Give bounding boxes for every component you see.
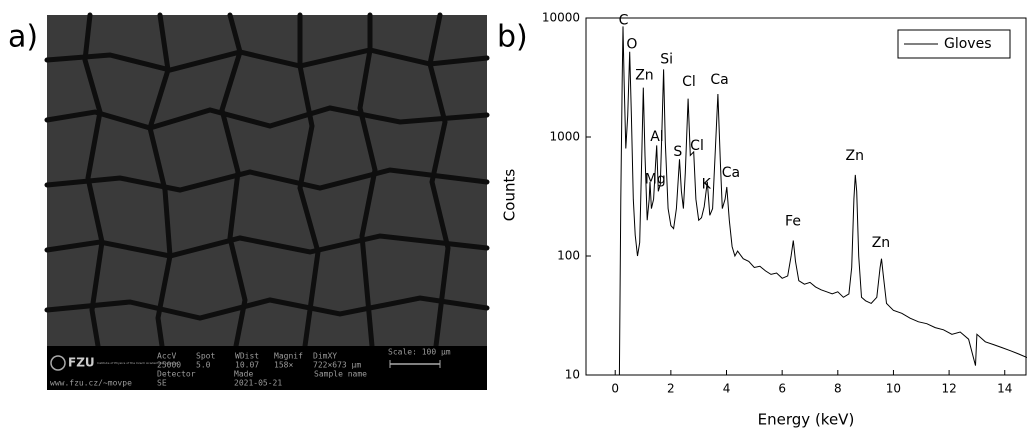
peak-label: Zn	[846, 148, 864, 164]
spectrum-line	[618, 26, 1027, 376]
sem-institute: Institute of Physics of the Czech Academ…	[97, 361, 178, 365]
x-tick-label: 0	[611, 382, 619, 396]
sem-detector: SE	[157, 379, 167, 388]
peak-label: Al	[650, 129, 663, 145]
x-tick-label: 14	[997, 382, 1012, 396]
panel-label: b)	[497, 20, 528, 55]
x-tick-label: 8	[834, 382, 842, 396]
peak-label: O	[626, 36, 637, 52]
peak-label: Mg	[645, 171, 666, 187]
peak-label: C	[619, 13, 629, 29]
sem-field-label: AccV	[157, 352, 176, 361]
sem-field-value: 158×	[274, 361, 293, 370]
sem-scale: Scale: 100 µm	[388, 348, 451, 357]
peak-label: Zn	[635, 67, 653, 83]
x-tick-label: 4	[723, 382, 731, 396]
sem-image	[44, 12, 490, 390]
y-tick-label: 10	[565, 368, 580, 382]
x-tick-label: 12	[941, 382, 956, 396]
legend-label: Gloves	[944, 36, 992, 52]
peak-label: Si	[660, 51, 673, 67]
peak-label: Zn	[872, 235, 890, 251]
peak-label: S	[673, 144, 682, 160]
sem-url: www.fzu.cz/~movpe	[50, 379, 132, 388]
peak-label: Cl	[682, 74, 696, 90]
sem-made-label: Made	[234, 370, 253, 379]
x-tick-label: 2	[667, 382, 675, 396]
sem-field-value: 10.07	[235, 361, 259, 370]
sem-logo: FZU	[68, 356, 95, 370]
panel-label: a)	[8, 20, 38, 55]
peak-label: Cl	[690, 138, 704, 154]
plot-frame	[585, 17, 1027, 376]
sem-field-label: DimXY	[313, 352, 337, 361]
x-axis-label: Energy (keV)	[758, 411, 855, 429]
x-tick-label: 6	[778, 382, 786, 396]
y-tick-label: 10000	[542, 11, 580, 25]
sem-made: 2021-05-21	[234, 379, 282, 388]
sem-detector-label: Detector	[157, 370, 196, 379]
peak-label: Fe	[785, 213, 801, 229]
y-tick-label: 1000	[549, 130, 580, 144]
sem-field-value: 25000	[157, 361, 181, 370]
spectrum-chart: 10 100 1000 10000 0 2 4 6 8 10 12 14 CO Zn Si Cl Ca Al S Cl…	[542, 11, 1027, 396]
y-tick-label: 100	[557, 249, 580, 263]
sem-sample-label: Sample name	[314, 370, 367, 379]
peak-label: Ca	[722, 165, 740, 181]
sem-field-label: WDist	[235, 352, 259, 361]
sem-field-value: 722×673 µm	[313, 361, 361, 370]
y-axis-label: Counts	[501, 169, 519, 222]
sem-field-label: Spot	[196, 352, 215, 361]
sem-field-label: Magnif	[274, 352, 303, 361]
peak-label: K	[702, 176, 712, 192]
x-tick-label: 10	[886, 382, 901, 396]
sem-field-value: 5.0	[196, 361, 211, 370]
peak-label: Ca	[710, 72, 728, 88]
